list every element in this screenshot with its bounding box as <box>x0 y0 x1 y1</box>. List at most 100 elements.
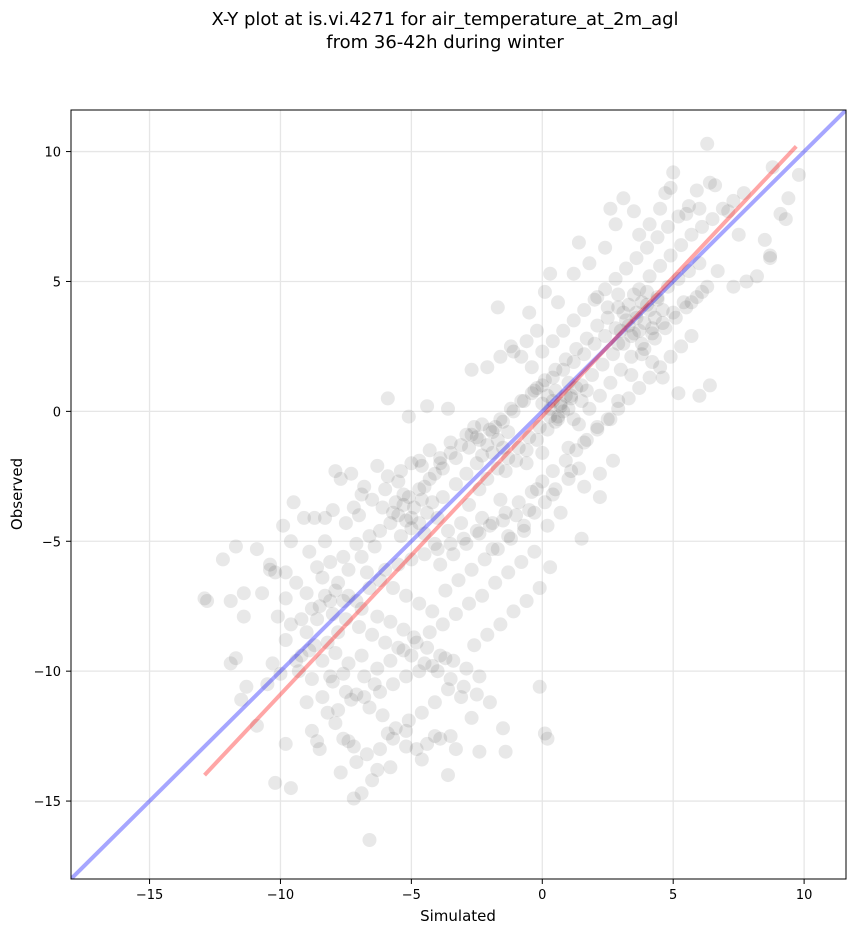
data-point <box>276 518 291 533</box>
data-point <box>362 581 377 595</box>
data-point <box>278 633 293 647</box>
data-point <box>265 656 280 671</box>
data-point <box>773 206 788 221</box>
data-point <box>666 305 681 320</box>
data-point <box>574 531 589 546</box>
data-point <box>530 432 544 447</box>
data-point <box>653 258 668 273</box>
data-point <box>435 461 450 476</box>
data-point <box>679 300 694 315</box>
data-point <box>514 555 529 569</box>
data-point <box>543 560 558 575</box>
data-point <box>427 695 442 710</box>
data-point <box>331 625 346 640</box>
data-point <box>427 466 442 481</box>
data-point <box>637 342 652 356</box>
data-point <box>441 768 455 783</box>
data-point <box>310 734 325 749</box>
data-point <box>433 731 448 746</box>
data-point <box>475 510 490 525</box>
data-point <box>509 508 524 523</box>
data-point <box>318 588 332 603</box>
data-point <box>629 251 644 266</box>
data-point <box>498 464 513 479</box>
data-point <box>503 339 518 354</box>
data-point <box>380 726 395 741</box>
data-point <box>396 497 411 512</box>
data-point <box>663 248 678 263</box>
data-point <box>637 316 652 330</box>
identity-line <box>71 110 846 879</box>
data-point <box>632 282 647 297</box>
data-point <box>650 230 665 245</box>
data-point <box>561 471 576 486</box>
data-point <box>647 331 662 346</box>
data-point <box>532 420 547 434</box>
data-point <box>349 755 364 770</box>
data-point <box>354 648 369 663</box>
data-point <box>595 357 610 372</box>
data-point <box>433 456 448 471</box>
data-point <box>611 394 626 408</box>
data-point <box>469 523 484 538</box>
data-point <box>485 516 500 531</box>
data-point <box>503 401 518 416</box>
data-point <box>236 586 251 601</box>
data-point <box>475 588 490 603</box>
data-point <box>383 760 398 775</box>
data-point <box>629 310 644 325</box>
data-point <box>684 295 699 310</box>
data-point <box>323 669 338 684</box>
data-point <box>420 640 435 655</box>
data-point <box>488 575 503 590</box>
data-point <box>700 136 715 151</box>
data-point <box>383 516 398 531</box>
data-point <box>548 414 563 429</box>
data-point <box>200 594 215 608</box>
data-point <box>519 456 534 471</box>
data-point <box>239 679 254 694</box>
data-point <box>399 513 414 528</box>
data-point <box>441 682 455 697</box>
data-point <box>459 427 474 442</box>
data-point <box>561 440 576 455</box>
data-point <box>681 264 696 279</box>
data-point <box>401 409 416 424</box>
regression-line <box>203 145 798 777</box>
data-point <box>517 523 531 538</box>
data-point <box>558 453 573 468</box>
data-point <box>328 646 343 660</box>
data-point <box>590 422 605 437</box>
data-point <box>480 438 495 453</box>
data-point <box>535 344 550 359</box>
data-point <box>320 705 335 720</box>
data-point <box>373 573 387 588</box>
data-point <box>739 274 754 289</box>
data-point <box>448 742 463 757</box>
data-point <box>346 500 361 515</box>
data-point <box>556 404 571 419</box>
y-tick-label: −15 <box>34 795 61 810</box>
data-point <box>399 723 414 738</box>
data-point <box>490 432 505 447</box>
data-point <box>566 313 581 328</box>
data-point <box>498 744 513 759</box>
data-point <box>689 290 704 305</box>
data-point <box>645 355 660 369</box>
data-point <box>514 394 529 408</box>
data-point <box>302 643 317 658</box>
data-point <box>414 752 429 767</box>
data-point <box>763 248 778 263</box>
data-point <box>480 360 495 375</box>
data-point <box>611 336 626 351</box>
data-point <box>234 692 249 707</box>
data-point <box>328 464 343 479</box>
data-point <box>482 422 497 437</box>
data-point <box>388 721 403 736</box>
x-tick-label: 5 <box>669 888 677 903</box>
data-point <box>695 219 709 234</box>
data-point <box>435 617 450 632</box>
data-point <box>331 575 346 590</box>
data-point <box>315 570 330 585</box>
